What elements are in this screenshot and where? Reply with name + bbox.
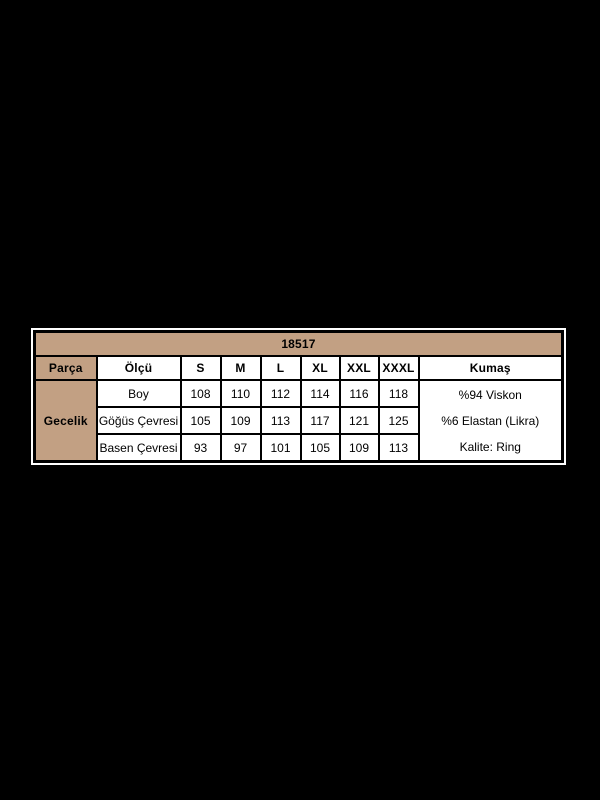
col-header-size-xxxl: XXXL xyxy=(377,355,420,381)
size-value-cell: 114 xyxy=(299,379,341,408)
size-value-cell: 110 xyxy=(219,379,262,408)
size-value-cell: 101 xyxy=(259,433,302,463)
size-chart-table: 18517 Parça Ölçü S M L XL XXL XXXL Kumaş… xyxy=(33,330,564,463)
measure-label-gogus: Göğüs Çevresi xyxy=(95,406,182,435)
fabric-line-quality: Kalite: Ring xyxy=(459,439,521,454)
col-header-size-xxl: XXL xyxy=(338,355,380,381)
size-value-cell: 109 xyxy=(338,433,380,463)
measure-label-basen: Basen Çevresi xyxy=(95,433,182,463)
row-group-gecelik: Gecelik xyxy=(33,379,98,463)
fabric-line-composition-1: %94 Viskon xyxy=(458,387,522,402)
size-value-cell: 113 xyxy=(377,433,420,463)
col-header-size-l: L xyxy=(259,355,302,381)
col-header-kumas: Kumaş xyxy=(417,355,564,381)
size-value-cell: 121 xyxy=(338,406,380,435)
size-value-cell: 112 xyxy=(259,379,302,408)
size-value-cell: 108 xyxy=(179,379,222,408)
size-value-cell: 118 xyxy=(377,379,420,408)
size-value-cell: 97 xyxy=(219,433,262,463)
size-chart-sheet: 18517 Parça Ölçü S M L XL XXL XXXL Kumaş… xyxy=(31,328,566,465)
col-header-size-s: S xyxy=(179,355,222,381)
col-header-size-m: M xyxy=(219,355,262,381)
size-value-cell: 105 xyxy=(179,406,222,435)
size-value-cell: 105 xyxy=(299,433,341,463)
size-value-cell: 93 xyxy=(179,433,222,463)
col-header-parca: Parça xyxy=(33,355,98,381)
measure-label-boy: Boy xyxy=(95,379,182,408)
size-value-cell: 117 xyxy=(299,406,341,435)
size-value-cell: 113 xyxy=(259,406,302,435)
product-code-cell: 18517 xyxy=(33,330,564,357)
fabric-line-composition-2: %6 Elastan (Likra) xyxy=(441,413,540,428)
col-header-olcu: Ölçü xyxy=(95,355,182,381)
size-value-cell: 109 xyxy=(219,406,262,435)
col-header-size-xl: XL xyxy=(299,355,341,381)
size-value-cell: 125 xyxy=(377,406,420,435)
fabric-info-cell: %94 Viskon %6 Elastan (Likra) Kalite: Ri… xyxy=(417,379,564,463)
size-value-cell: 116 xyxy=(338,379,380,408)
